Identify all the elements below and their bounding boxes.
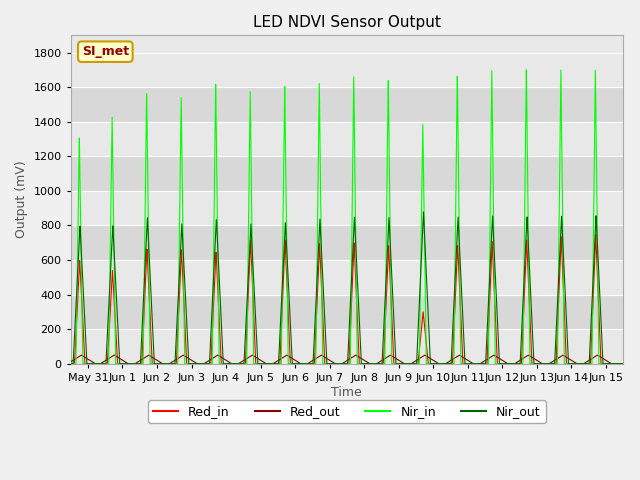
Red_in (592, 232, 600, 238)
Red_out (398, 360, 406, 365)
Nir_out (619, 361, 627, 367)
Line: Nir_out: Nir_out (70, 212, 623, 364)
Line: Nir_in: Nir_in (70, 70, 623, 364)
Legend: Red_in, Red_out, Nir_in, Nir_out: Red_in, Red_out, Nir_in, Nir_out (148, 400, 546, 423)
Red_in (67, 361, 74, 367)
Y-axis label: Output (mV): Output (mV) (15, 161, 28, 239)
Red_in (479, 361, 486, 367)
Nir_in (398, 361, 406, 367)
Bar (70, 87, 623, 122)
X-axis label: Time: Time (332, 385, 362, 398)
Red_out (214, 352, 221, 358)
Nir_in (426, 361, 434, 367)
Red_out (479, 359, 487, 365)
Red_in (619, 361, 627, 367)
Red_out (67, 359, 74, 365)
Bar (70, 260, 623, 295)
Red_out (521, 354, 529, 360)
Red_out (619, 361, 627, 367)
Bar (70, 295, 623, 329)
Nir_in (619, 361, 627, 367)
Nir_in (521, 199, 529, 205)
Nir_in (522, 67, 530, 72)
Nir_out (398, 361, 406, 367)
Bar (70, 329, 623, 364)
Nir_out (521, 259, 529, 265)
Nir_in (278, 324, 285, 330)
Text: SI_met: SI_met (82, 45, 129, 58)
Nir_in (167, 361, 175, 367)
Red_in (521, 282, 529, 288)
Nir_out (426, 352, 434, 358)
Nir_out (278, 295, 285, 300)
Bar (70, 191, 623, 226)
Bar (70, 122, 623, 156)
Red_in (278, 317, 285, 323)
Title: LED NDVI Sensor Output: LED NDVI Sensor Output (253, 15, 441, 30)
Nir_out (420, 209, 428, 215)
Red_in (426, 361, 434, 367)
Nir_out (167, 361, 175, 367)
Red_out (426, 356, 434, 361)
Nir_out (67, 361, 74, 367)
Line: Red_out: Red_out (70, 355, 623, 364)
Bar (70, 53, 623, 87)
Bar (70, 156, 623, 191)
Line: Red_in: Red_in (70, 235, 623, 364)
Red_out (92, 361, 99, 367)
Red_in (398, 361, 406, 367)
Red_in (167, 361, 175, 367)
Nir_in (67, 361, 74, 367)
Red_out (278, 355, 286, 361)
Nir_out (479, 361, 487, 367)
Bar (70, 226, 623, 260)
Nir_in (479, 361, 486, 367)
Red_out (167, 360, 175, 366)
